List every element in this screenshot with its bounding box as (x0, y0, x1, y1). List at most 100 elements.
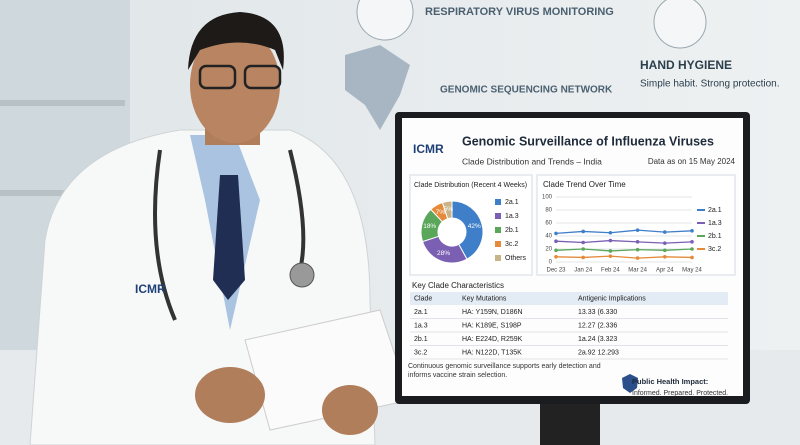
screen-date: Data as on 15 May 2024 (648, 157, 736, 166)
legend-label: 2b.1 (505, 227, 519, 234)
poster-text: GENOMIC SEQUENCING NETWORK (440, 85, 613, 96)
trend-point (635, 256, 640, 260)
legend-label: 3c.2 (708, 246, 721, 253)
table-cell: HA: E224D, R259K (462, 336, 523, 343)
trend-point (663, 230, 667, 234)
trend-point (663, 248, 667, 253)
coat-logo: ICMR (135, 282, 166, 296)
stethoscope (153, 149, 306, 321)
table-header-bg (410, 292, 728, 305)
legend-label: 2a.1 (505, 199, 519, 206)
trend-point (663, 241, 667, 245)
x-tick-label: Feb 24 (601, 268, 620, 274)
trend-line (555, 248, 693, 252)
trend-point (690, 229, 694, 233)
table-cell: 2b.1 (414, 336, 428, 343)
trend-point (581, 247, 585, 251)
trend-point (663, 254, 667, 259)
x-tick-label: Apr 24 (656, 268, 674, 274)
table-cell: HA: Y159N, D186N (462, 309, 523, 316)
x-tick-label: May 24 (682, 268, 702, 274)
hand (322, 385, 378, 435)
trend-point (635, 228, 640, 232)
trend-point (554, 239, 558, 243)
legend-label: 1a.3 (505, 213, 519, 220)
donut-slice (441, 200, 453, 220)
y-tick-label: 40 (545, 234, 552, 240)
panel-title: Clade Trend Over Time (543, 180, 626, 189)
trend-point (554, 248, 558, 253)
slice-label: 18% (423, 223, 436, 230)
legend-label: Others (505, 255, 527, 262)
y-tick-label: 20 (545, 247, 552, 253)
y-tick-label: 80 (545, 208, 552, 214)
table-cell: 1a.3 (414, 322, 428, 329)
trend-point (608, 238, 613, 243)
impact-text: Informed. Prepared. Protected. (632, 390, 728, 397)
slice-label: 42% (468, 223, 481, 230)
panel-title: Clade Distribution (Recent 4 Weeks) (414, 182, 527, 189)
tie (213, 175, 245, 300)
x-tick-label: Jan 24 (574, 268, 593, 274)
table-cell: HA: K189E, S198P (462, 322, 522, 329)
table-cell: 2a.92 12.293 (578, 349, 619, 356)
trend-point (690, 240, 694, 244)
table-header: Antigenic Implications (578, 295, 646, 302)
trend-point (608, 249, 613, 253)
screen-subtitle: Clade Distribution and Trends – India (462, 156, 602, 166)
trend-point (581, 229, 585, 234)
poster-title: HAND HYGIENE (640, 58, 732, 72)
trend-line (555, 239, 693, 244)
legend-swatch (495, 199, 501, 205)
table-cell: 3c.2 (414, 349, 427, 356)
legend-label: 1a.3 (708, 220, 722, 227)
glasses (243, 64, 282, 90)
trend-point (690, 247, 694, 251)
trend-line (555, 255, 693, 259)
poster-text: RESPIRATORY VIRUS MONITORING (425, 6, 614, 18)
table-title: Key Clade Characteristics (412, 281, 504, 290)
y-tick-label: 60 (545, 221, 552, 227)
hand (195, 367, 265, 423)
table-cell: 12.27 (2.336 (578, 322, 617, 329)
virus-icon (356, 0, 414, 41)
slice-label: 7% (436, 209, 446, 216)
stethoscope-head (289, 262, 315, 288)
trend-point (635, 240, 640, 244)
x-tick-label: Dec 23 (546, 268, 566, 274)
shield-icon (622, 374, 638, 393)
poster-text: Simple habit. Strong protection. (640, 79, 780, 90)
y-tick-label: 0 (549, 260, 553, 266)
table-cell: 1a.24 (3.323 (578, 336, 617, 343)
panel (536, 174, 736, 276)
table-header: Key Mutations (462, 295, 507, 302)
map (345, 45, 410, 130)
x-tick-label: Mar 24 (628, 268, 647, 274)
trend-point (581, 240, 585, 245)
legend-swatch (495, 241, 501, 247)
legend-label: 2a.1 (708, 207, 722, 214)
table-cell: 2a.1 (414, 309, 428, 316)
monitor-stand (540, 400, 600, 445)
table-header: Clade (414, 295, 432, 302)
trend-point (554, 231, 558, 236)
trend-point (554, 254, 558, 259)
trend-point (690, 255, 694, 260)
legend-label: 2b.1 (708, 233, 722, 240)
table-cell: HA: N122D, T135K (462, 349, 522, 356)
hair (188, 12, 284, 70)
legend-swatch (495, 213, 501, 219)
trend-point (581, 255, 585, 260)
footer-text: Continuous genomic surveillance supports… (408, 363, 601, 379)
slice-label: 28% (437, 250, 450, 257)
shelf-board (0, 100, 125, 106)
legend-label: 3c.2 (505, 241, 518, 248)
legend-swatch (495, 255, 501, 261)
glasses (198, 64, 237, 90)
hygiene-icon (653, 0, 707, 49)
legend-swatch (495, 227, 501, 233)
trend-line (555, 229, 693, 235)
slice-label: 5% (444, 206, 454, 213)
